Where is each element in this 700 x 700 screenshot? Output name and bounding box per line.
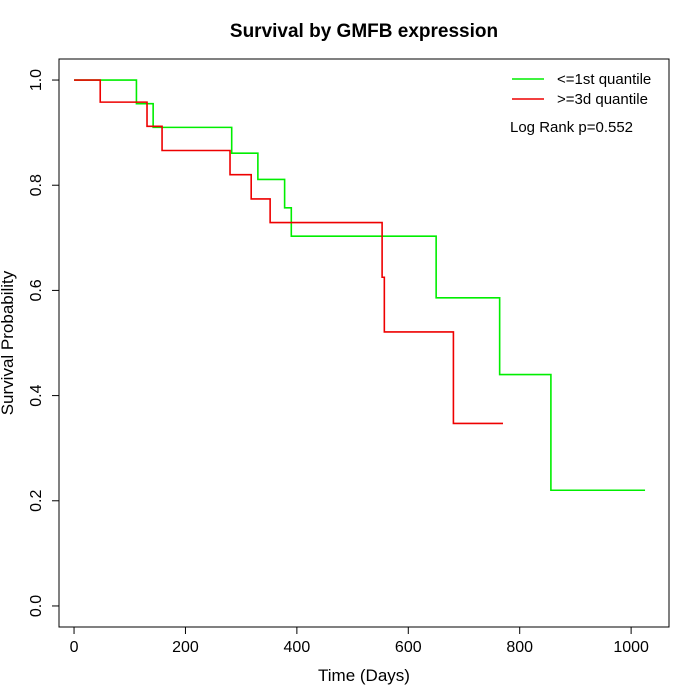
- y-tick-label: 1.0: [28, 69, 45, 91]
- y-tick-label: 0.6: [28, 279, 45, 301]
- x-tick-label: 0: [70, 639, 79, 656]
- x-axis: 0 200 400 600 800 1000: [70, 626, 649, 656]
- x-tick-label: 800: [506, 639, 533, 656]
- series-line-0: [74, 79, 646, 492]
- legend-label-1: >=3d quantile: [557, 91, 648, 108]
- y-tick-label: 0.8: [28, 174, 45, 196]
- y-axis-label: Survival Probability: [0, 270, 17, 415]
- y-tick-label: 0.0: [28, 595, 45, 617]
- y-tick-label: 0.4: [28, 384, 45, 406]
- log-rank-annotation: Log Rank p=0.552: [510, 119, 633, 136]
- x-tick-label: 400: [284, 639, 311, 656]
- chart-title: Survival by GMFB expression: [230, 21, 498, 42]
- plot-frame: [58, 58, 670, 628]
- legend: <=1st quantile >=3d quantile: [512, 71, 651, 108]
- x-axis-label: Time (Days): [318, 666, 410, 685]
- x-tick-label: 200: [172, 639, 199, 656]
- series-line-1: [74, 79, 503, 425]
- y-tick-label: 0.2: [28, 490, 45, 512]
- legend-label-0: <=1st quantile: [557, 71, 651, 88]
- x-tick-label: 1000: [613, 639, 649, 656]
- survival-curves: [74, 79, 646, 492]
- y-axis: 0.0 0.2 0.4 0.6 0.8 1.0: [28, 69, 60, 617]
- x-tick-label: 600: [395, 639, 422, 656]
